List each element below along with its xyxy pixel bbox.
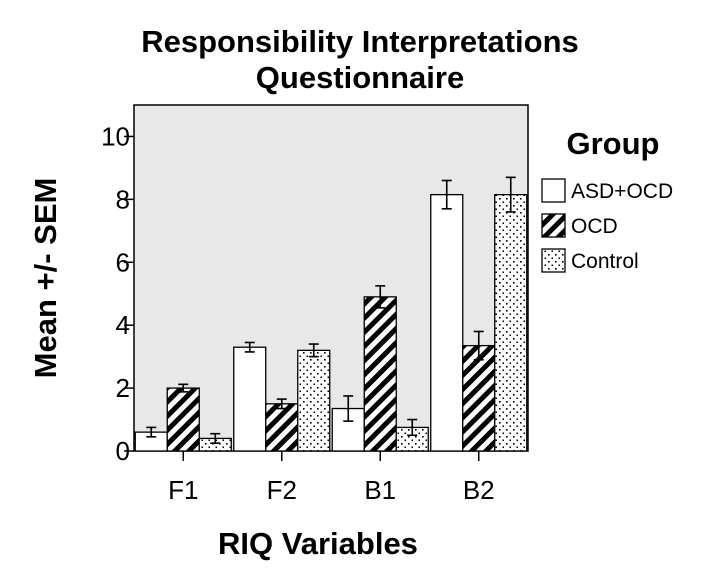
- x-tick-label: B2: [463, 475, 495, 505]
- x-tick-label: F2: [267, 475, 297, 505]
- bar: [462, 344, 496, 452]
- bar: [494, 193, 528, 452]
- bar: [430, 193, 464, 452]
- bar: [166, 387, 200, 452]
- y-tick-label: 2: [116, 373, 130, 403]
- legend-item: OCD: [541, 213, 618, 238]
- error-bar: [276, 398, 287, 410]
- bar: [363, 296, 397, 452]
- error-bar: [343, 395, 354, 422]
- legend-swatch: [541, 178, 566, 203]
- y-tick-label: 8: [116, 184, 130, 214]
- x-tick-label: F1: [168, 475, 198, 505]
- error-bar: [505, 176, 516, 213]
- chart-title-line-1: Responsibility Interpretations: [141, 24, 579, 59]
- error-bar: [178, 383, 189, 393]
- y-tick-label: 0: [116, 436, 130, 466]
- error-bar: [210, 432, 221, 444]
- bar: [233, 346, 267, 452]
- x-tick-label: B1: [364, 475, 396, 505]
- error-bar: [441, 179, 452, 210]
- legend-title: Group: [567, 126, 660, 161]
- y-tick-label: 10: [101, 121, 130, 151]
- x-axis: F1 F2 B1 B2: [168, 451, 495, 505]
- bar: [265, 403, 299, 452]
- chart-title-line-2: Questionnaire: [256, 60, 464, 95]
- x-axis-title: RIQ Variables: [218, 526, 418, 561]
- legend-item: ASD+OCD: [541, 178, 673, 203]
- error-bar: [146, 426, 157, 438]
- error-bar: [473, 330, 484, 361]
- y-tick-label: 6: [116, 247, 130, 277]
- legend: Group ASD+OCD OCD Control: [541, 126, 673, 273]
- legend-label: OCD: [571, 215, 618, 238]
- legend-label: ASD+OCD: [571, 180, 673, 203]
- error-bar: [375, 285, 386, 309]
- error-bar: [308, 343, 319, 358]
- error-bar: [407, 418, 418, 437]
- y-axis-title: Mean +/- SEM: [28, 178, 63, 379]
- bars-group: [134, 176, 528, 452]
- y-axis: 0 2 4 6 8 10: [101, 121, 134, 466]
- bar: [297, 349, 331, 452]
- error-bar: [244, 341, 255, 353]
- legend-swatch: [541, 248, 566, 273]
- legend-item: Control: [541, 248, 639, 273]
- y-tick-label: 4: [116, 310, 130, 340]
- legend-swatch: [541, 213, 566, 238]
- legend-label: Control: [571, 250, 639, 273]
